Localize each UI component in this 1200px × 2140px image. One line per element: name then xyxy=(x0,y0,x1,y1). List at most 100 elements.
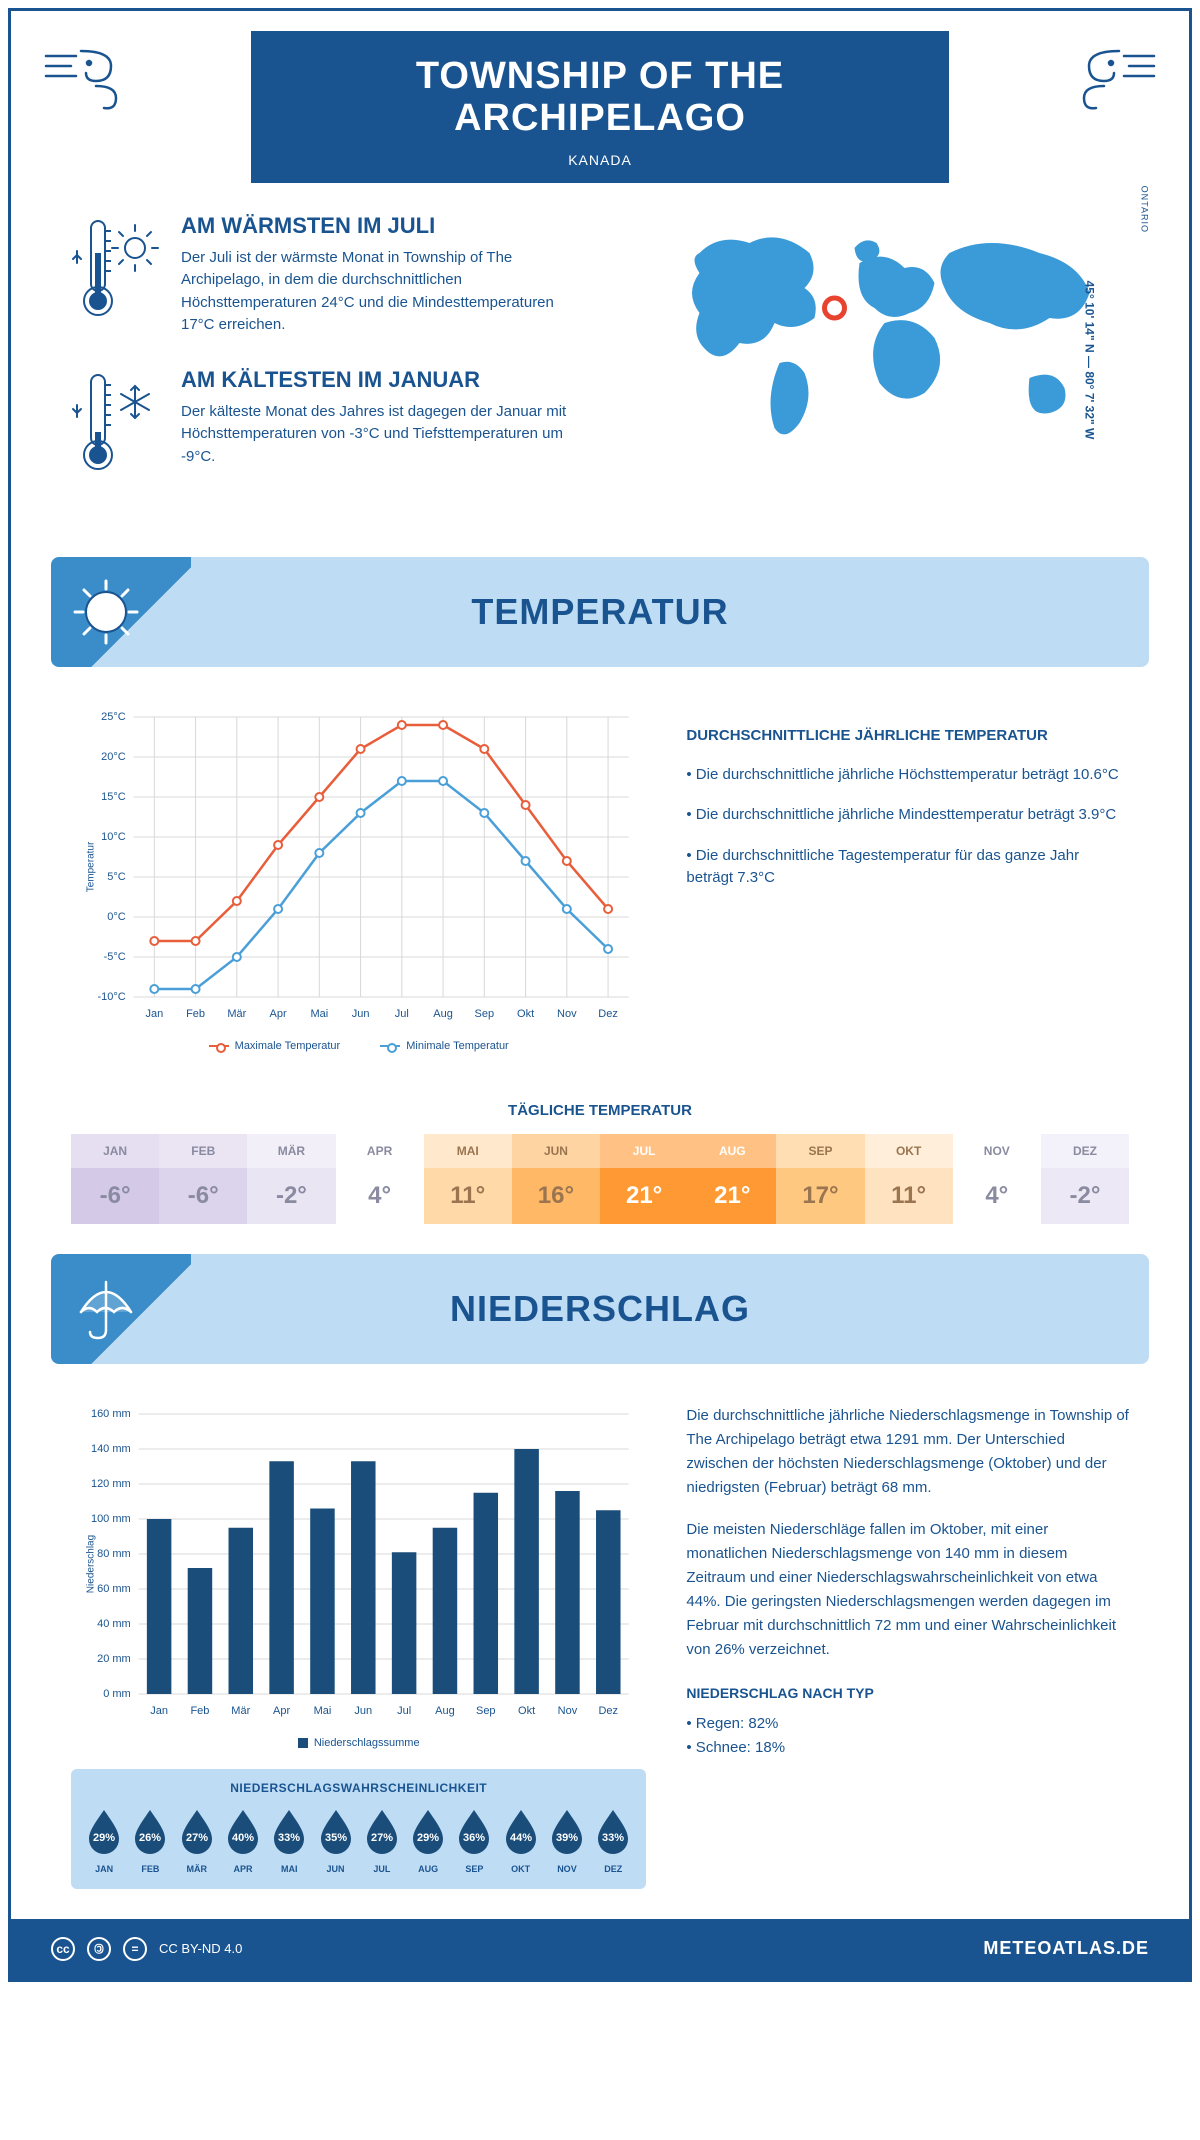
svg-text:44%: 44% xyxy=(510,1832,532,1844)
precip-type-rain: • Regen: 82% xyxy=(686,1712,1129,1736)
precipitation-title: NIEDERSCHLAG xyxy=(450,1288,750,1330)
precip-paragraph-2: Die meisten Niederschläge fallen im Okto… xyxy=(686,1518,1129,1662)
svg-text:Mai: Mai xyxy=(310,1008,328,1020)
probability-item: 40%APR xyxy=(220,1807,266,1874)
svg-text:Jun: Jun xyxy=(352,1008,370,1020)
temp-info-bullet: • Die durchschnittliche Tagestemperatur … xyxy=(686,845,1129,890)
probability-item: 33%DEZ xyxy=(590,1807,636,1874)
coordinates-label: 45° 10' 14" N — 80° 7' 32" W xyxy=(1083,280,1097,439)
title-banner: TOWNSHIP OF THE ARCHIPELAGO KANADA xyxy=(251,31,949,183)
svg-text:Apr: Apr xyxy=(273,1705,290,1717)
svg-text:Aug: Aug xyxy=(433,1008,453,1020)
daily-temp-cell: OKT11° xyxy=(865,1134,953,1224)
umbrella-icon xyxy=(71,1274,141,1344)
temp-legend: Maximale Temperatur Minimale Temperatur xyxy=(71,1040,646,1052)
temp-info-bullet: • Die durchschnittliche jährliche Höchst… xyxy=(686,764,1129,787)
svg-text:Sep: Sep xyxy=(475,1008,495,1020)
svg-text:27%: 27% xyxy=(371,1832,393,1844)
svg-text:20°C: 20°C xyxy=(101,751,126,763)
svg-text:60 mm: 60 mm xyxy=(97,1583,131,1595)
thermometer-hot-icon xyxy=(71,213,161,323)
daily-temp-grid: JAN-6°FEB-6°MÄR-2°APR4°MAI11°JUN16°JUL21… xyxy=(71,1134,1129,1224)
svg-text:-5°C: -5°C xyxy=(104,951,126,963)
daily-temp-cell: JUN16° xyxy=(512,1134,600,1224)
svg-text:0 mm: 0 mm xyxy=(103,1688,131,1700)
wind-icon-left xyxy=(41,31,151,111)
temperature-line-chart: -10°C-5°C0°C5°C10°C15°C20°C25°CJanFebMär… xyxy=(71,707,646,1027)
daily-temp-cell: NOV4° xyxy=(953,1134,1041,1224)
svg-text:Jul: Jul xyxy=(395,1008,409,1020)
svg-text:Temperatur: Temperatur xyxy=(86,841,97,892)
temp-info-heading: DURCHSCHNITTLICHE JÄHRLICHE TEMPERATUR xyxy=(686,727,1129,744)
legend-max-label: Maximale Temperatur xyxy=(235,1040,341,1052)
svg-text:Nov: Nov xyxy=(557,1008,577,1020)
intro-section: AM WÄRMSTEN IM JULI Der Juli ist der wär… xyxy=(11,183,1189,537)
daily-temp-cell: JAN-6° xyxy=(71,1134,159,1224)
coldest-block: AM KÄLTESTEN IM JANUAR Der kälteste Mona… xyxy=(71,367,590,477)
page-container: TOWNSHIP OF THE ARCHIPELAGO KANADA xyxy=(8,8,1192,1982)
nd-icon: = xyxy=(123,1937,147,1961)
svg-text:80 mm: 80 mm xyxy=(97,1548,131,1560)
svg-text:20 mm: 20 mm xyxy=(97,1653,131,1665)
footer: cc 🄯 = CC BY-ND 4.0 METEOATLAS.DE xyxy=(11,1919,1189,1979)
svg-text:27%: 27% xyxy=(186,1832,208,1844)
coldest-text: Der kälteste Monat des Jahres ist dagege… xyxy=(181,401,590,469)
legend-min-label: Minimale Temperatur xyxy=(406,1040,509,1052)
wind-icon-right xyxy=(1049,31,1159,111)
probability-item: 35%JUN xyxy=(312,1807,358,1874)
svg-text:Jan: Jan xyxy=(145,1008,163,1020)
svg-text:-10°C: -10°C xyxy=(97,991,125,1003)
svg-text:Dez: Dez xyxy=(598,1008,618,1020)
svg-text:0°C: 0°C xyxy=(107,911,126,923)
svg-text:Mai: Mai xyxy=(314,1705,332,1717)
site-label: METEOATLAS.DE xyxy=(983,1938,1149,1959)
svg-text:25°C: 25°C xyxy=(101,711,126,723)
svg-text:29%: 29% xyxy=(93,1832,115,1844)
svg-text:Apr: Apr xyxy=(270,1008,287,1020)
world-map xyxy=(620,213,1139,453)
daily-temp-heading: TÄGLICHE TEMPERATUR xyxy=(11,1102,1189,1119)
svg-text:26%: 26% xyxy=(139,1832,161,1844)
svg-text:Jul: Jul xyxy=(397,1705,411,1717)
page-subtitle: KANADA xyxy=(271,152,929,168)
daily-temp-cell: SEP17° xyxy=(776,1134,864,1224)
probability-item: 39%NOV xyxy=(544,1807,590,1874)
svg-text:Okt: Okt xyxy=(517,1008,534,1020)
svg-text:Niederschlag: Niederschlag xyxy=(86,1534,97,1592)
precip-legend: Niederschlagssumme xyxy=(71,1737,646,1749)
precip-type-heading: NIEDERSCHLAG NACH TYP xyxy=(686,1682,1129,1704)
svg-text:40%: 40% xyxy=(232,1832,254,1844)
svg-text:120 mm: 120 mm xyxy=(91,1478,131,1490)
probability-item: 36%SEP xyxy=(451,1807,497,1874)
probability-item: 27%MÄR xyxy=(174,1807,220,1874)
svg-text:33%: 33% xyxy=(602,1832,624,1844)
sun-icon xyxy=(71,577,141,647)
cc-icon: cc xyxy=(51,1937,75,1961)
precipitation-banner: NIEDERSCHLAG xyxy=(51,1254,1149,1364)
daily-temp-cell: AUG21° xyxy=(688,1134,776,1224)
probability-item: 33%MAI xyxy=(266,1807,312,1874)
svg-text:Jan: Jan xyxy=(150,1705,168,1717)
svg-text:Sep: Sep xyxy=(476,1705,496,1717)
svg-text:Mär: Mär xyxy=(227,1008,246,1020)
svg-text:10°C: 10°C xyxy=(101,831,126,843)
svg-text:Feb: Feb xyxy=(190,1705,209,1717)
svg-text:140 mm: 140 mm xyxy=(91,1443,131,1455)
svg-text:29%: 29% xyxy=(417,1832,439,1844)
probability-item: 44%OKT xyxy=(498,1807,544,1874)
probability-box: NIEDERSCHLAGSWAHRSCHEINLICHKEIT 29%JAN26… xyxy=(71,1769,646,1889)
probability-item: 27%JUL xyxy=(359,1807,405,1874)
svg-text:Feb: Feb xyxy=(186,1008,205,1020)
svg-text:40 mm: 40 mm xyxy=(97,1618,131,1630)
svg-text:160 mm: 160 mm xyxy=(91,1408,131,1420)
region-label: ONTARIO xyxy=(1139,185,1149,232)
warmest-text: Der Juli ist der wärmste Monat in Townsh… xyxy=(181,247,590,337)
svg-text:36%: 36% xyxy=(463,1832,485,1844)
page-title: TOWNSHIP OF THE ARCHIPELAGO xyxy=(271,56,929,140)
svg-text:100 mm: 100 mm xyxy=(91,1513,131,1525)
by-icon: 🄯 xyxy=(87,1937,111,1961)
temperature-title: TEMPERATUR xyxy=(471,591,728,633)
temperature-banner: TEMPERATUR xyxy=(51,557,1149,667)
license-label: CC BY-ND 4.0 xyxy=(159,1941,242,1956)
daily-temp-cell: FEB-6° xyxy=(159,1134,247,1224)
